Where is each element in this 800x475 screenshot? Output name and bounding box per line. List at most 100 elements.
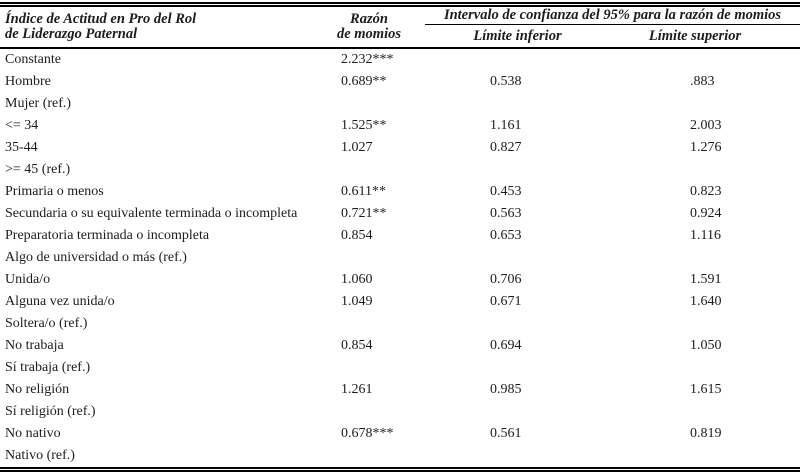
odds-ratio-value bbox=[335, 159, 425, 181]
stub-header: Índice de Actitud en Pro del Rol de Lide… bbox=[0, 4, 335, 49]
ci-lower-value bbox=[425, 445, 610, 470]
ci-upper-value bbox=[610, 93, 800, 115]
odds-ratio-value: 2.232*** bbox=[341, 52, 394, 67]
odds-ratio-value: 0.611** bbox=[341, 184, 386, 199]
row-label: Algo de universidad o más (ref.) bbox=[5, 250, 187, 265]
ci-upper-value bbox=[610, 48, 800, 71]
table-row: 35-44 1.027 0.827 1.276 bbox=[0, 137, 800, 159]
table-row: Secundaria o su equivalente terminada o … bbox=[0, 203, 800, 225]
table-row: Nativo (ref.) bbox=[0, 445, 800, 470]
odds-ratio-value: 1.261 bbox=[341, 382, 373, 397]
ci-lower-value: 0.985 bbox=[490, 382, 522, 397]
header-row-sub: Límite inferior Límite superior bbox=[0, 24, 800, 49]
ci-upper-value: 1.591 bbox=[690, 272, 722, 287]
row-label: Unida/o bbox=[5, 272, 51, 287]
confidence-interval-spanner-header: Intervalo de confianza del 95% para la r… bbox=[425, 4, 800, 25]
row-label: No religión bbox=[5, 382, 70, 397]
ci-lower-value: 0.671 bbox=[490, 294, 522, 309]
header-row-spanner: Índice de Actitud en Pro del Rol de Lide… bbox=[0, 4, 800, 49]
table-row: Unida/o 1.060 0.706 1.591 bbox=[0, 269, 800, 291]
odds-ratio-value bbox=[335, 445, 425, 470]
table-row: Hombre 0.689** 0.538 .883 bbox=[0, 71, 800, 93]
ci-lower-value bbox=[425, 93, 610, 115]
ci-upper-value bbox=[610, 445, 800, 470]
ci-upper-value: 0.823 bbox=[690, 184, 722, 199]
ci-upper-value: 1.050 bbox=[690, 338, 722, 353]
odds-ratio-value bbox=[335, 401, 425, 423]
row-label: Primaria o menos bbox=[5, 184, 104, 199]
ci-upper-value: 1.116 bbox=[690, 228, 721, 243]
table-row: Constante 2.232*** bbox=[0, 48, 800, 71]
ci-lower-value bbox=[425, 247, 610, 269]
ci-lower-value bbox=[425, 357, 610, 379]
row-label: No nativo bbox=[5, 426, 61, 441]
ci-upper-value: 2.003 bbox=[690, 118, 722, 133]
ci-upper-value bbox=[610, 357, 800, 379]
row-label: Alguna vez unida/o bbox=[5, 294, 115, 309]
table-row: <= 34 1.525** 1.161 2.003 bbox=[0, 115, 800, 137]
table-row: Soltera/o (ref.) bbox=[0, 313, 800, 335]
row-label: Mujer (ref.) bbox=[5, 96, 72, 111]
odds-ratio-value bbox=[335, 313, 425, 335]
ci-upper-value bbox=[610, 401, 800, 423]
table-row: Alguna vez unida/o 1.049 0.671 1.640 bbox=[0, 291, 800, 313]
ci-upper-value: .883 bbox=[690, 74, 715, 89]
table-row: Preparatoria terminada o incompleta 0.85… bbox=[0, 225, 800, 247]
table-row: Mujer (ref.) bbox=[0, 93, 800, 115]
ci-lower-value bbox=[425, 48, 610, 71]
table-row: Sí trabaja (ref.) bbox=[0, 357, 800, 379]
odds-ratio-header: Razón de momios bbox=[335, 4, 425, 49]
odds-ratio-value: 1.049 bbox=[341, 294, 373, 309]
odds-ratio-value: 0.854 bbox=[341, 228, 373, 243]
ci-lower-value: 0.706 bbox=[490, 272, 522, 287]
ci-lower-value: 0.694 bbox=[490, 338, 522, 353]
row-label: >= 45 (ref.) bbox=[5, 162, 71, 177]
odds-ratio-value: 1.060 bbox=[341, 272, 373, 287]
row-label: Nativo (ref.) bbox=[5, 448, 75, 463]
ci-lower-value bbox=[425, 159, 610, 181]
odds-ratio-value: 1.525** bbox=[341, 118, 387, 133]
ci-lower-value: 1.161 bbox=[490, 118, 522, 133]
table-header: Índice de Actitud en Pro del Rol de Lide… bbox=[0, 4, 800, 49]
odds-ratio-value: 0.721** bbox=[341, 206, 387, 221]
row-label: 35-44 bbox=[5, 140, 38, 155]
table-row: Sí religión (ref.) bbox=[0, 401, 800, 423]
ci-lower-value: 0.538 bbox=[490, 74, 522, 89]
row-label: Hombre bbox=[5, 74, 51, 89]
ci-upper-value bbox=[610, 159, 800, 181]
ci-upper-value bbox=[610, 313, 800, 335]
ci-upper-value: 1.276 bbox=[690, 140, 722, 155]
ci-upper-value: 1.615 bbox=[690, 382, 722, 397]
ci-lower-value bbox=[425, 313, 610, 335]
odds-ratio-value bbox=[335, 357, 425, 379]
ci-upper-value: 0.924 bbox=[690, 206, 722, 221]
odds-ratio-value bbox=[335, 93, 425, 115]
row-label: Constante bbox=[5, 52, 61, 67]
table-row: Algo de universidad o más (ref.) bbox=[0, 247, 800, 269]
ci-lower-value: 0.653 bbox=[490, 228, 522, 243]
row-label: Sí religión (ref.) bbox=[5, 404, 96, 419]
ci-lower-value: 0.453 bbox=[490, 184, 522, 199]
ci-lower-header: Límite inferior bbox=[425, 24, 610, 49]
row-label: Secundaria o su equivalente terminada o … bbox=[5, 206, 298, 221]
row-label: Soltera/o (ref.) bbox=[5, 316, 88, 331]
ci-lower-value: 0.561 bbox=[490, 426, 522, 441]
table-row: No nativo 0.678*** 0.561 0.819 bbox=[0, 423, 800, 445]
ci-lower-value bbox=[425, 401, 610, 423]
odds-ratio-value: 1.027 bbox=[341, 140, 373, 155]
table-row: >= 45 (ref.) bbox=[0, 159, 800, 181]
ci-upper-value bbox=[610, 247, 800, 269]
table-body: Constante 2.232*** Hombre 0.689** 0.538 … bbox=[0, 48, 800, 470]
table-row: No trabaja 0.854 0.694 1.050 bbox=[0, 335, 800, 357]
ci-lower-value: 0.827 bbox=[490, 140, 522, 155]
row-label: <= 34 bbox=[5, 118, 39, 133]
ci-upper-value: 1.640 bbox=[690, 294, 722, 309]
odds-ratio-value: 0.678*** bbox=[341, 426, 394, 441]
ci-upper-value: 0.819 bbox=[690, 426, 722, 441]
row-label: No trabaja bbox=[5, 338, 64, 353]
ci-upper-header: Límite superior bbox=[610, 24, 800, 49]
table-row: No religión 1.261 0.985 1.615 bbox=[0, 379, 800, 401]
table-row: Primaria o menos 0.611** 0.453 0.823 bbox=[0, 181, 800, 203]
odds-ratio-value: 0.689** bbox=[341, 74, 387, 89]
